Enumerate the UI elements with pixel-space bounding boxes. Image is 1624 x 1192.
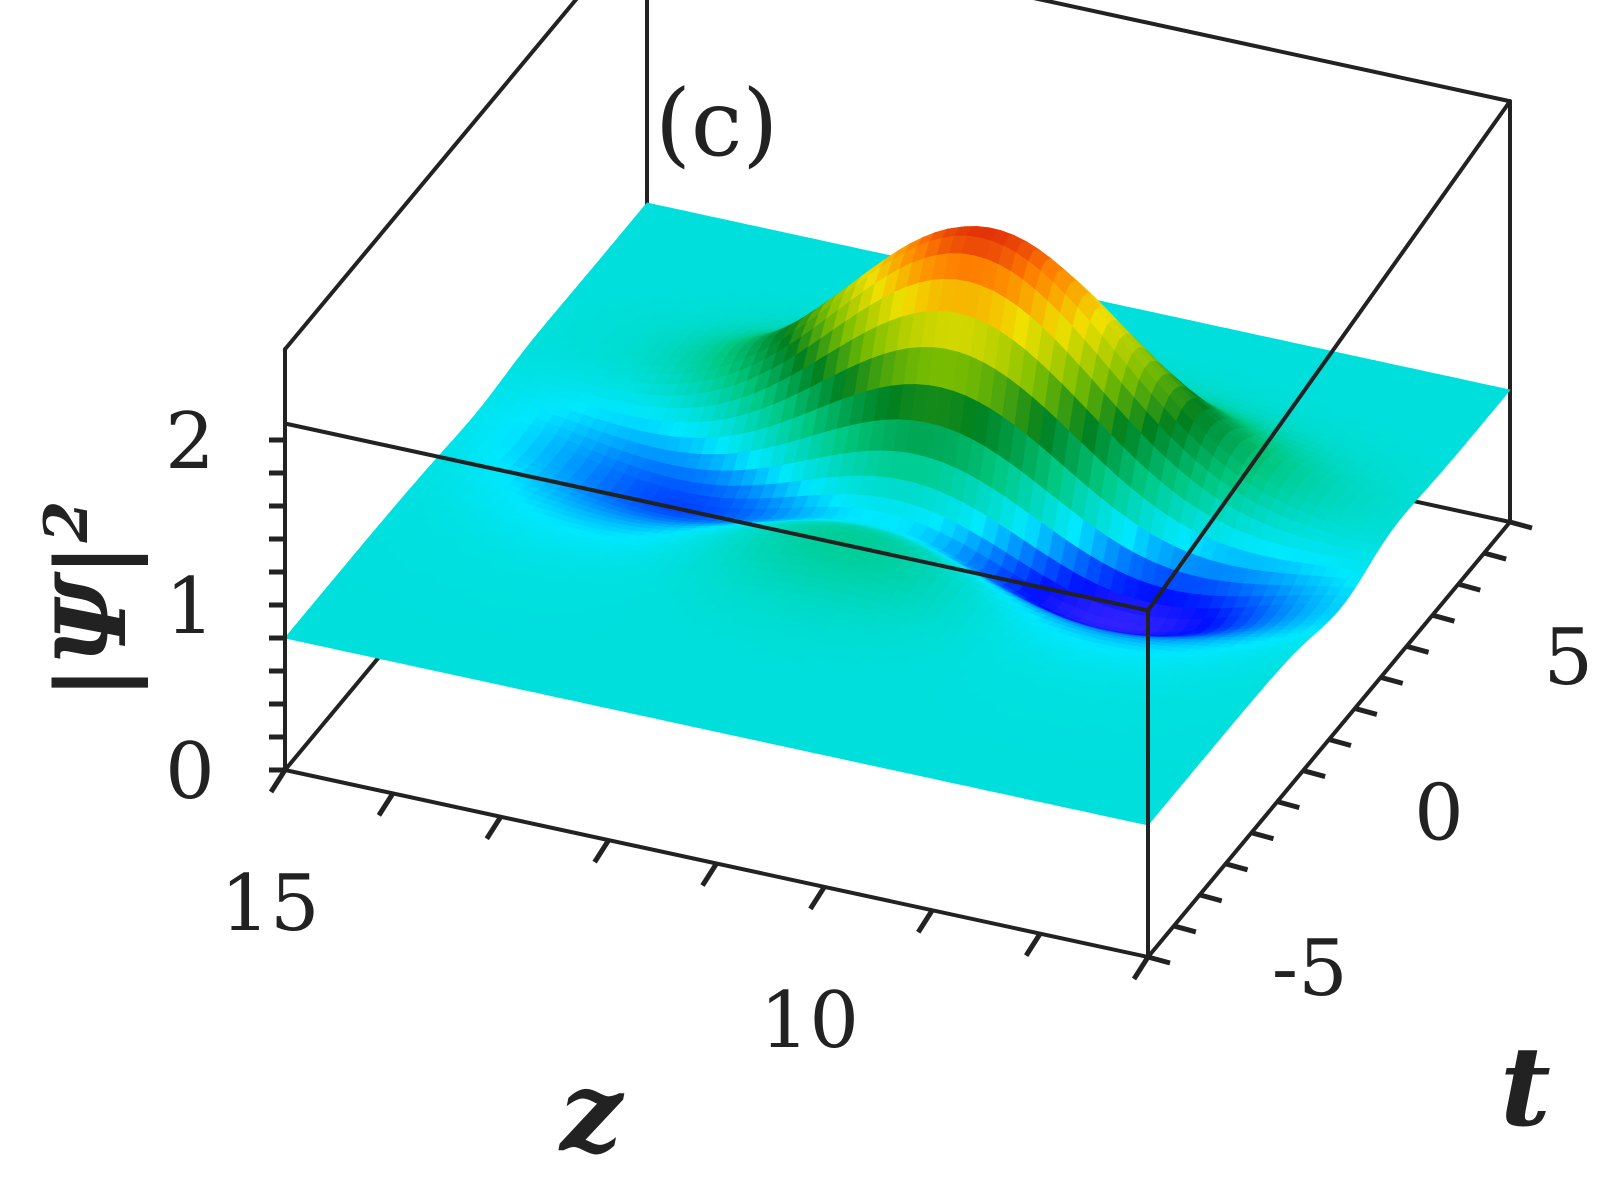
surface-mesh bbox=[284, 202, 1511, 826]
axis-tick bbox=[700, 862, 719, 887]
tick-label: -5 bbox=[1272, 924, 1348, 1014]
axis-tick bbox=[1354, 706, 1378, 717]
tick-label: 0 bbox=[1414, 769, 1464, 859]
axis-tick bbox=[1509, 519, 1533, 531]
axis-tick bbox=[1199, 892, 1223, 904]
z-axis-title-main: |Ψ| bbox=[35, 543, 148, 701]
tick-label: 2 bbox=[165, 397, 215, 487]
axis-tick bbox=[1276, 799, 1300, 811]
axis-tick bbox=[268, 768, 288, 794]
axis-tick bbox=[1431, 612, 1456, 624]
panel-label: (c) bbox=[655, 70, 778, 177]
z-axis-title-exp: 2 bbox=[32, 501, 102, 544]
axis-tick bbox=[1380, 674, 1404, 686]
tick-label: 5 bbox=[1543, 613, 1593, 703]
axis-tick bbox=[1483, 550, 1507, 562]
axis-tick bbox=[1131, 955, 1151, 981]
axis-tick bbox=[1224, 861, 1249, 873]
axis-tick bbox=[1173, 923, 1197, 935]
box-edge bbox=[1033, 0, 1512, 104]
svg-text:|Ψ|2: |Ψ|2 bbox=[32, 501, 148, 700]
box-edge bbox=[283, 0, 579, 352]
axis-tick bbox=[1024, 932, 1043, 957]
axis-tick bbox=[592, 838, 611, 864]
axis-tick bbox=[1302, 768, 1326, 779]
axis-tick bbox=[1457, 581, 1481, 593]
tick-label: 1 bbox=[165, 562, 215, 652]
axis-tick bbox=[376, 792, 395, 817]
axis-tick bbox=[1147, 954, 1171, 966]
x-axis-title: z bbox=[558, 1047, 625, 1176]
axis-tick bbox=[916, 908, 935, 934]
axis-tick bbox=[808, 885, 827, 911]
axis-tick bbox=[1405, 643, 1430, 655]
axis-tick bbox=[1250, 830, 1275, 842]
axis-tick bbox=[484, 815, 503, 841]
axis-tick bbox=[1328, 737, 1352, 748]
tick-label: 0 bbox=[165, 727, 215, 817]
y-axis-title: t bbox=[1500, 1022, 1551, 1151]
z-axis-title: |Ψ|2 bbox=[32, 501, 148, 700]
tick-label: 10 bbox=[760, 976, 859, 1066]
tick-label: 15 bbox=[220, 859, 319, 949]
